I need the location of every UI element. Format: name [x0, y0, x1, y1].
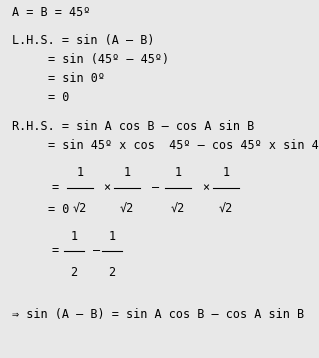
Text: 2: 2: [70, 266, 78, 279]
Text: 1: 1: [123, 166, 130, 179]
Text: = sin 0º: = sin 0º: [48, 72, 105, 85]
Text: 1: 1: [174, 166, 182, 179]
Text: = 0: = 0: [48, 91, 69, 104]
Text: ⇒ sin (A – B) = sin A cos B – cos A sin B: ⇒ sin (A – B) = sin A cos B – cos A sin …: [12, 308, 304, 321]
Text: √2: √2: [73, 203, 87, 216]
Text: √2: √2: [219, 203, 233, 216]
Text: =: =: [52, 245, 59, 257]
Text: ×: ×: [202, 182, 209, 194]
Text: = sin (45º – 45º): = sin (45º – 45º): [48, 53, 169, 66]
Text: 2: 2: [108, 266, 115, 279]
Text: 1: 1: [222, 166, 230, 179]
Text: 1: 1: [108, 230, 115, 243]
Text: 1: 1: [77, 166, 84, 179]
Text: √2: √2: [120, 203, 134, 216]
Text: R.H.S. = sin A cos B – cos A sin B: R.H.S. = sin A cos B – cos A sin B: [12, 120, 254, 133]
Text: = 0: = 0: [48, 203, 69, 216]
Text: √2: √2: [171, 203, 185, 216]
Text: = sin 45º x cos  45º – cos 45º x sin 45º: = sin 45º x cos 45º – cos 45º x sin 45º: [48, 139, 319, 152]
Text: –: –: [152, 182, 159, 194]
Text: A = B = 45º: A = B = 45º: [12, 6, 90, 19]
Text: L.H.S. = sin (A – B): L.H.S. = sin (A – B): [12, 34, 154, 47]
Text: ×: ×: [103, 182, 110, 194]
Text: =: =: [52, 182, 59, 194]
Text: –: –: [93, 245, 100, 257]
Text: 1: 1: [70, 230, 78, 243]
